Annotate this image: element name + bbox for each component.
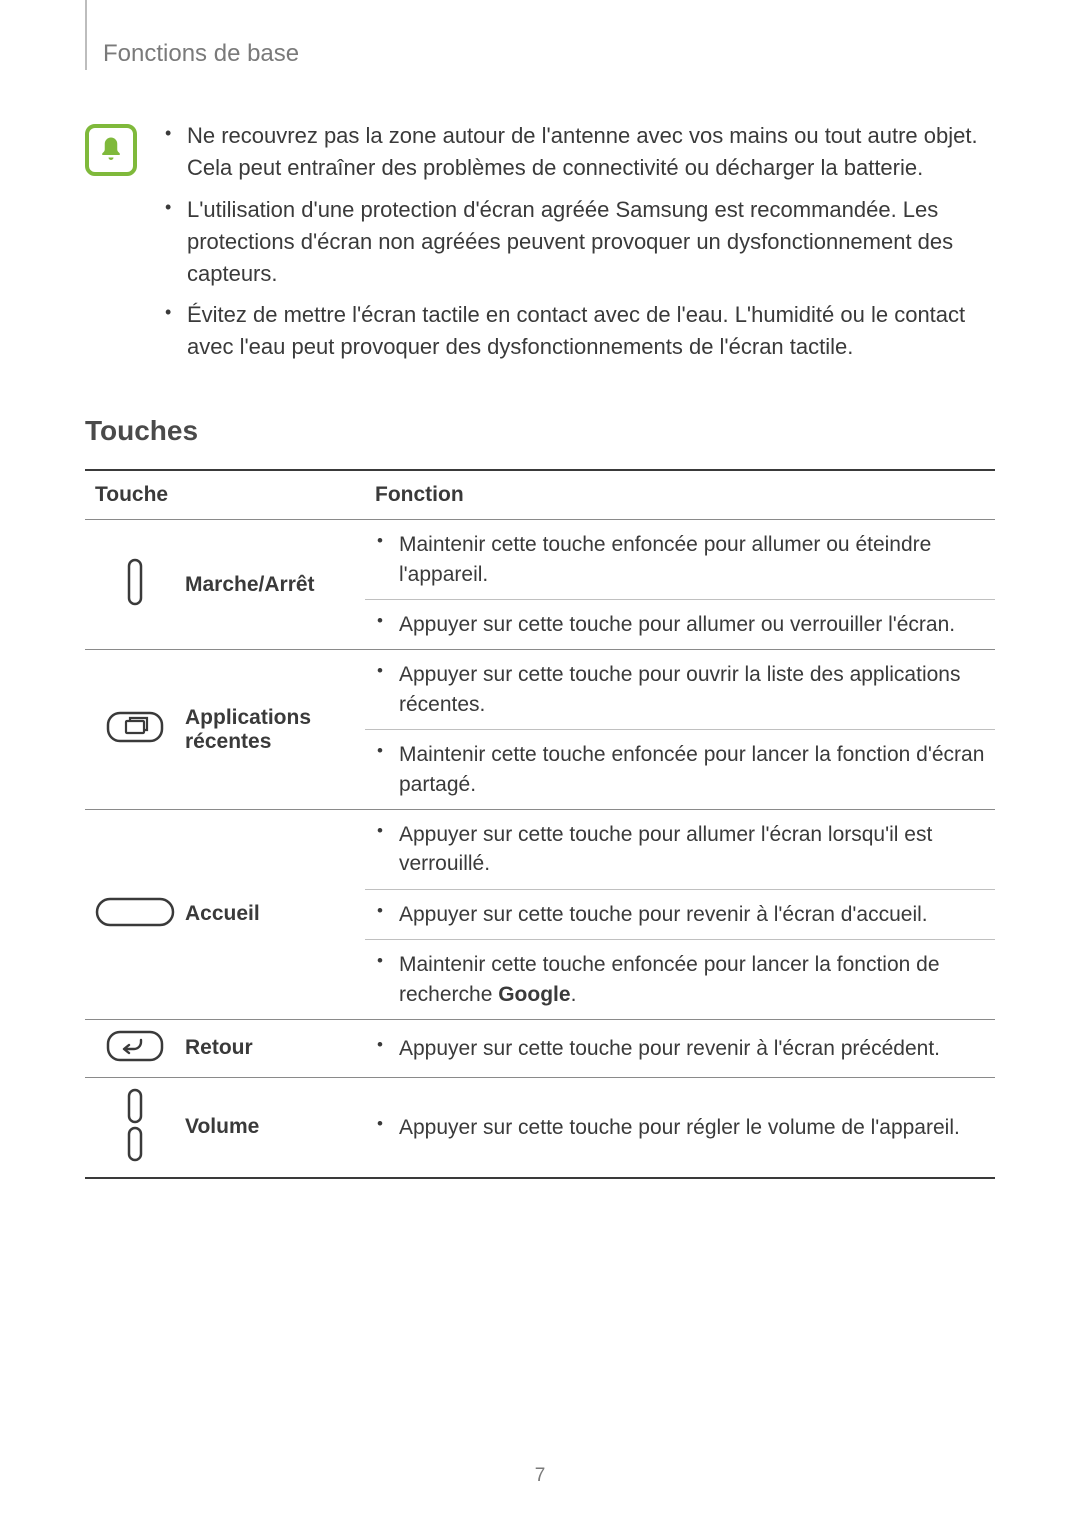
tip-item: Évitez de mettre l'écran tactile en cont… (159, 299, 995, 363)
col-header-func: Fonction (365, 470, 995, 520)
header-section-title: Fonctions de base (103, 40, 995, 68)
table-row: Marche/Arrêt Maintenir cette touche enfo… (85, 520, 995, 650)
tips-list: Ne recouvrez pas la zone autour de l'ant… (159, 120, 995, 373)
table-row: Retour Appuyer sur cette touche pour rev… (85, 1019, 995, 1077)
key-label: Retour (185, 1019, 365, 1077)
page-number: 7 (535, 1465, 546, 1487)
tips-block: Ne recouvrez pas la zone autour de l'ant… (85, 120, 995, 373)
col-header-key: Touche (85, 470, 365, 520)
recent-apps-key-icon (106, 730, 164, 747)
keys-table: Touche Fonction Marche/Arrêt Maintenir c… (85, 469, 995, 1179)
key-label: Marche/Arrêt (185, 520, 365, 650)
func-item: Maintenir cette touche enfoncée pour lan… (365, 939, 995, 1019)
bell-icon (85, 124, 137, 176)
key-label: Applications récentes (185, 650, 365, 810)
func-item: Appuyer sur cette touche pour allumer ou… (365, 599, 995, 649)
section-title: Touches (85, 415, 995, 447)
func-item: Appuyer sur cette touche pour régler le … (365, 1103, 995, 1152)
func-item: Appuyer sur cette touche pour revenir à … (365, 1024, 995, 1073)
volume-key-icon (126, 1149, 144, 1166)
func-item: Appuyer sur cette touche pour revenir à … (365, 889, 995, 939)
key-label: Volume (185, 1077, 365, 1178)
func-item: Appuyer sur cette touche pour ouvrir la … (365, 650, 995, 729)
key-label: Accueil (185, 809, 365, 1019)
table-row: Volume Appuyer sur cette touche pour rég… (85, 1077, 995, 1178)
func-item: Maintenir cette touche enfoncée pour all… (365, 520, 995, 599)
table-row: Accueil Appuyer sur cette touche pour al… (85, 809, 995, 1019)
func-item: Appuyer sur cette touche pour allumer l'… (365, 810, 995, 889)
tip-item: L'utilisation d'une protection d'écran a… (159, 194, 995, 290)
table-row: Applications récentes Appuyer sur cette … (85, 650, 995, 810)
back-key-icon (106, 1049, 164, 1066)
power-key-icon (126, 593, 144, 610)
tip-item: Ne recouvrez pas la zone autour de l'ant… (159, 120, 995, 184)
home-key-icon (95, 914, 175, 931)
func-item: Maintenir cette touche enfoncée pour lan… (365, 729, 995, 809)
